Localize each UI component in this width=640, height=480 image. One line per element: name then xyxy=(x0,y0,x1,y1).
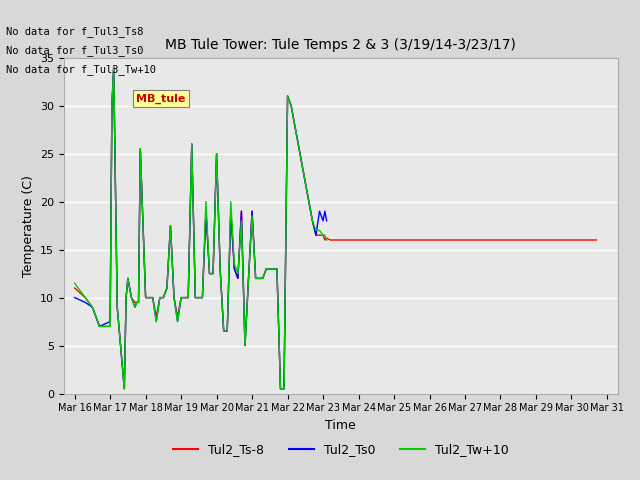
Y-axis label: Temperature (C): Temperature (C) xyxy=(22,175,35,276)
Legend: Tul2_Ts-8, Tul2_Ts0, Tul2_Tw+10: Tul2_Ts-8, Tul2_Ts0, Tul2_Tw+10 xyxy=(168,438,514,461)
X-axis label: Time: Time xyxy=(325,419,356,432)
Text: MB_tule: MB_tule xyxy=(136,93,186,104)
Text: No data for f_Tul3_Ts8: No data for f_Tul3_Ts8 xyxy=(6,25,144,36)
Text: No data for f_Tul3_Tw+10: No data for f_Tul3_Tw+10 xyxy=(6,64,156,75)
Title: MB Tule Tower: Tule Temps 2 & 3 (3/19/14-3/23/17): MB Tule Tower: Tule Temps 2 & 3 (3/19/14… xyxy=(165,38,516,52)
Text: No data for f_Tul3_Ts0: No data for f_Tul3_Ts0 xyxy=(6,45,144,56)
